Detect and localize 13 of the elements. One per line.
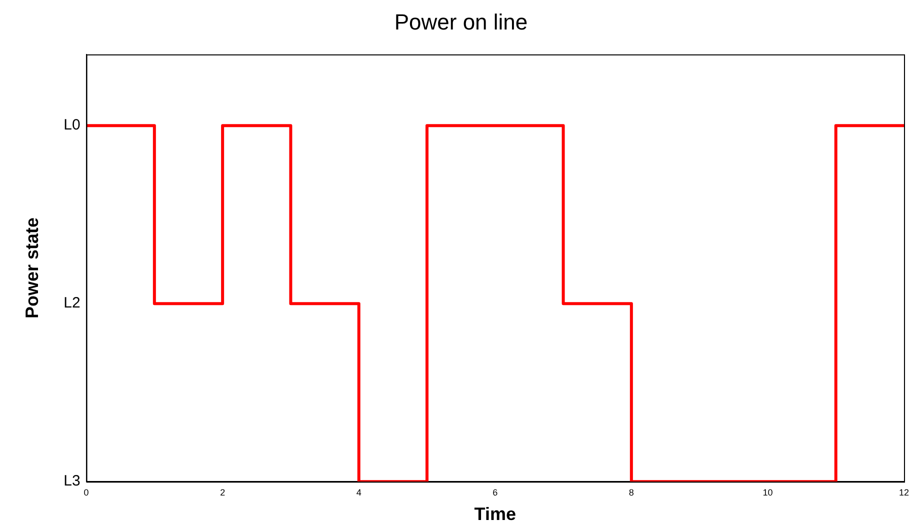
x-axis-title: Time	[474, 504, 516, 524]
x-tick-label: 2	[220, 487, 226, 498]
x-tick-label: 4	[356, 487, 362, 498]
y-axis-title: Power state	[22, 217, 42, 319]
x-tick-label: 8	[628, 487, 634, 498]
category-label: L0	[64, 116, 80, 134]
chart-title: Power on line	[394, 9, 528, 34]
category-label: L2	[64, 294, 80, 312]
x-tick-label: 12	[898, 487, 910, 498]
category-label: L3	[64, 472, 80, 490]
x-tick-label: 10	[762, 487, 773, 498]
x-tick-label: 0	[84, 487, 89, 498]
x-tick-label: 6	[492, 487, 498, 498]
